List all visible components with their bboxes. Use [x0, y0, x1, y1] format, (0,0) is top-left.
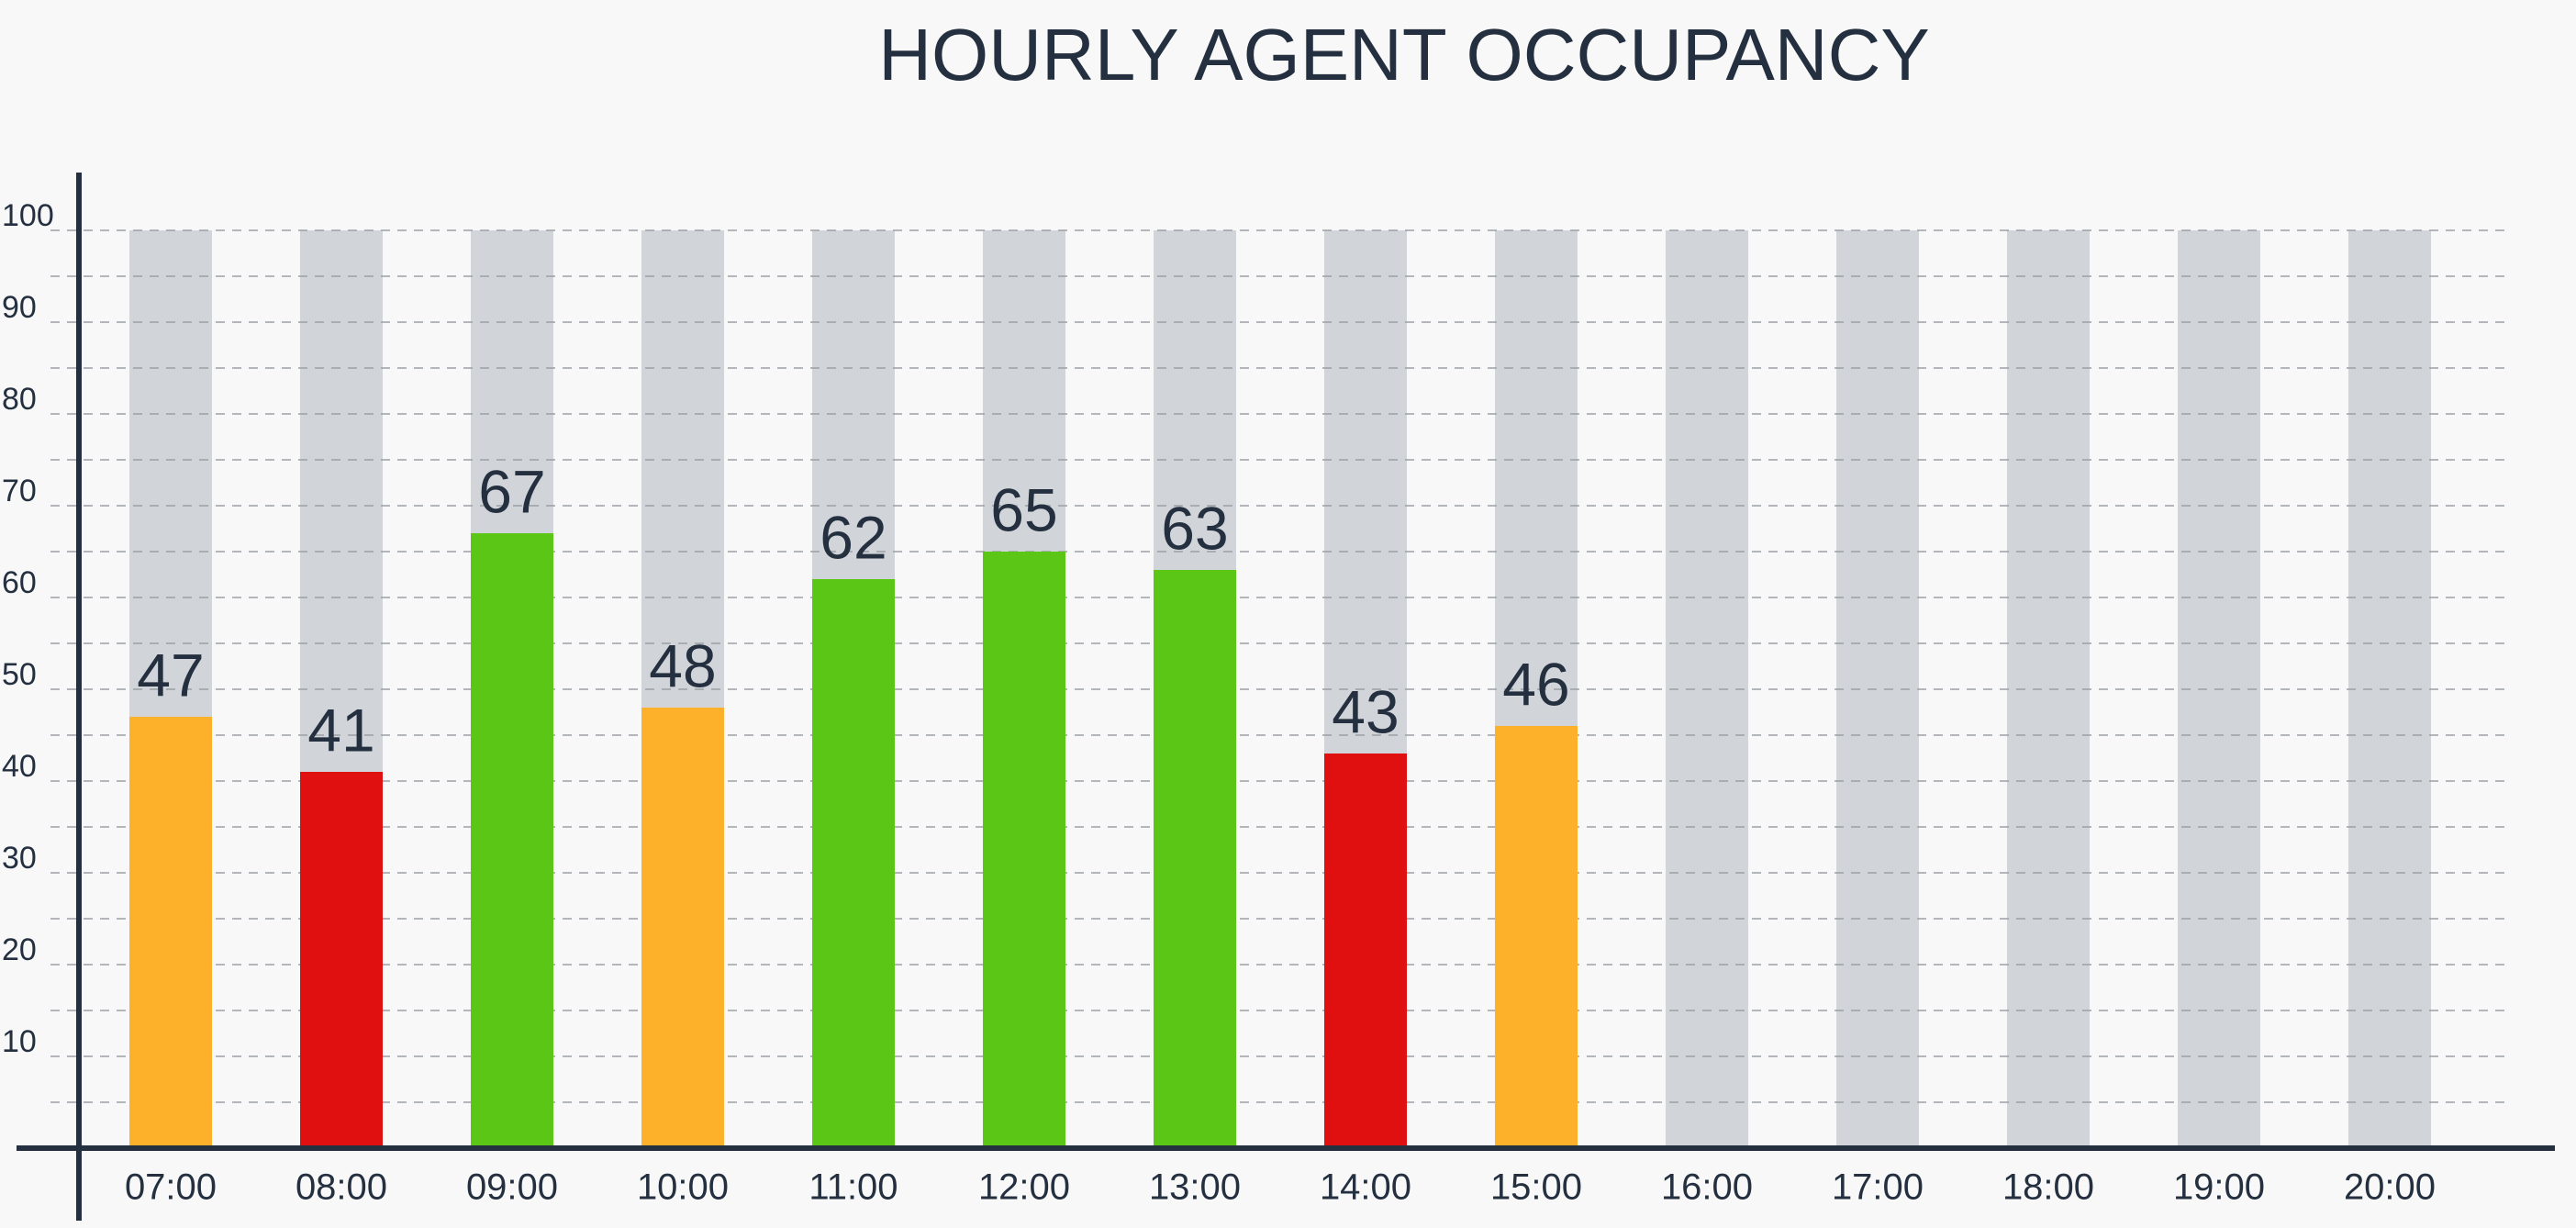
value-label: 62	[820, 503, 887, 571]
bar	[1154, 570, 1236, 1148]
x-tick-label: 13:00	[1149, 1167, 1241, 1208]
x-tick-label: 18:00	[2002, 1167, 2094, 1208]
y-tick-label: 40	[2, 749, 37, 784]
bar	[471, 533, 553, 1148]
x-tick-label: 09:00	[466, 1167, 558, 1208]
bar	[641, 708, 724, 1148]
y-tick-label: 100	[2, 198, 54, 233]
x-tick-label: 16:00	[1661, 1167, 1753, 1208]
x-tick-label: 12:00	[978, 1167, 1070, 1208]
value-label: 48	[649, 631, 716, 699]
bar	[129, 717, 212, 1148]
value-label: 67	[478, 457, 545, 525]
value-label: 65	[990, 475, 1057, 543]
x-tick-label: 08:00	[296, 1167, 387, 1208]
y-tick-label: 70	[2, 474, 37, 508]
bar	[300, 772, 383, 1148]
bar	[812, 579, 895, 1148]
y-tick-label: 10	[2, 1024, 37, 1059]
y-tick-label: 30	[2, 841, 37, 876]
bar	[983, 552, 1065, 1148]
bar	[1495, 726, 1578, 1148]
x-tick-label: 15:00	[1490, 1167, 1582, 1208]
value-label: 47	[137, 641, 204, 709]
y-tick-label: 60	[2, 565, 37, 600]
x-tick-label: 19:00	[2173, 1167, 2265, 1208]
y-tick-label: 20	[2, 932, 37, 967]
value-label: 63	[1161, 494, 1228, 562]
x-tick-label: 20:00	[2344, 1167, 2436, 1208]
x-tick-label: 17:00	[1832, 1167, 1924, 1208]
value-label: 46	[1502, 650, 1569, 718]
chart-title: HOURLY AGENT OCCUPANCY	[878, 14, 1929, 95]
x-tick-label: 07:00	[125, 1167, 217, 1208]
y-tick-label: 90	[2, 290, 37, 325]
value-label: 41	[307, 696, 374, 764]
x-tick-label: 11:00	[808, 1167, 898, 1208]
value-label: 43	[1332, 677, 1399, 745]
y-tick-label: 80	[2, 382, 37, 417]
y-tick-label: 50	[2, 657, 37, 692]
bar	[1324, 754, 1407, 1148]
x-tick-label: 14:00	[1320, 1167, 1411, 1208]
x-tick-label: 10:00	[637, 1167, 729, 1208]
